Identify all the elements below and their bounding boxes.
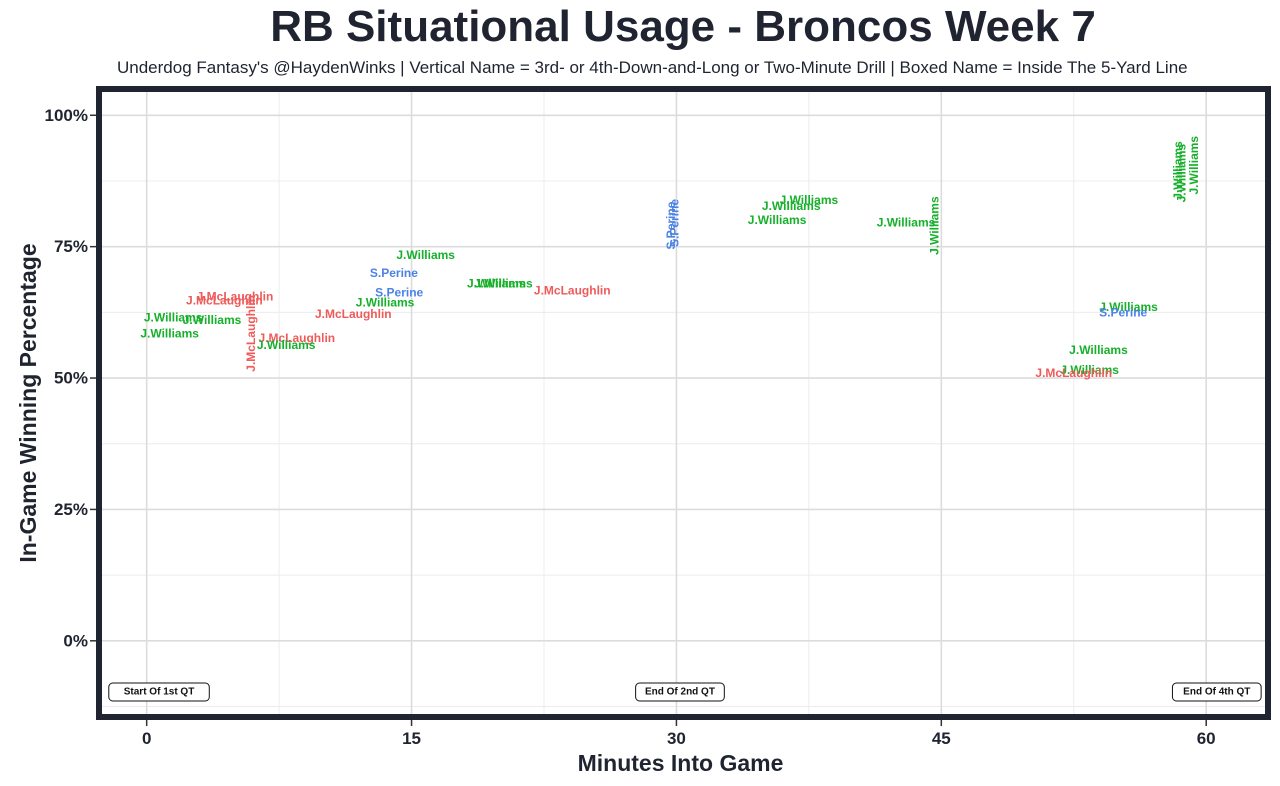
point-label: J.McLaughlin <box>197 290 274 304</box>
point-label: J.McLaughlin <box>315 307 392 321</box>
point-label: J.Williams <box>144 311 203 325</box>
x-tick-label: 45 <box>932 729 951 748</box>
quarter-marker: Start Of 1st QT <box>108 682 210 702</box>
point-label: J.McLaughlin <box>1035 366 1112 380</box>
quarter-markers: Start Of 1st QT End Of 2nd QT End Of 4th Q… <box>108 682 1262 702</box>
plot-frame <box>96 86 1271 720</box>
point-label: J.Williams <box>396 248 455 262</box>
chart-title: RB Situational Usage - Broncos Week 7 <box>270 2 1096 51</box>
quarter-marker-box <box>635 682 725 702</box>
points-layer: J.WilliamsJ.WilliamsJ.WilliamsJ.McLaughl… <box>140 136 1200 380</box>
point-label: J.McLaughlin <box>244 295 258 372</box>
grid-layer <box>99 89 1268 717</box>
quarter-marker-box <box>1171 682 1262 702</box>
point-label: J.Williams <box>356 295 415 309</box>
point-label: J.Williams <box>1060 363 1119 377</box>
point-label: S.Perine <box>370 266 418 280</box>
x-axis-label: Minutes Into Game <box>578 750 784 776</box>
y-tick-label: 50% <box>54 369 88 388</box>
x-tick-label: 60 <box>1197 729 1216 748</box>
point-label: J.McLaughlin <box>186 293 263 307</box>
point-label: J.Williams <box>927 196 941 255</box>
point-label: J.Williams <box>474 276 533 290</box>
point-label: S.Perine <box>1099 305 1147 319</box>
point-label: J.Williams <box>257 338 316 352</box>
point-label: J.Williams <box>467 276 526 290</box>
quarter-marker: End Of 2nd QT <box>635 682 725 702</box>
point-label: J.Williams <box>1069 343 1128 357</box>
point-label: J.McLaughlin <box>534 283 611 297</box>
quarter-marker-box <box>108 682 210 702</box>
point-label: S.Perine <box>375 285 423 299</box>
y-axis-ticks: 0% 25% 50% 75% 100% <box>45 106 96 650</box>
point-label: S.Perine <box>664 201 678 249</box>
point-label: J.Williams <box>762 199 821 213</box>
chart-subtitle: Underdog Fantasy's @HaydenWinks | Vertic… <box>117 58 1188 77</box>
x-axis-ticks: 0 15 30 45 60 <box>142 720 1216 748</box>
point-label: J.Williams <box>877 215 936 229</box>
point-label: J.McLaughlin <box>258 331 335 345</box>
point-label: J.Williams <box>748 213 807 227</box>
point-label: J.Williams <box>1187 136 1201 195</box>
x-tick-label: 30 <box>667 729 686 748</box>
point-label: J.Williams <box>140 326 199 340</box>
quarter-marker-label: End Of 2nd QT <box>645 687 715 698</box>
x-tick-label: 0 <box>142 729 151 748</box>
y-tick-label: 0% <box>63 631 88 650</box>
y-tick-label: 100% <box>45 106 88 125</box>
quarter-marker-label: End Of 4th QT <box>1183 687 1250 698</box>
point-label: J.Williams <box>1174 143 1188 202</box>
point-label: S.Perine <box>668 199 682 247</box>
point-label: J.Williams <box>1099 300 1158 314</box>
quarter-marker: End Of 4th QT <box>1171 682 1262 702</box>
y-tick-label: 25% <box>54 500 88 519</box>
point-label: J.Williams <box>780 193 839 207</box>
point-label: J.Williams <box>183 313 242 327</box>
x-tick-label: 15 <box>402 729 421 748</box>
y-axis-label: In-Game Winning Percentage <box>15 243 41 562</box>
point-label: J.Williams <box>1171 141 1185 200</box>
y-tick-label: 75% <box>54 237 88 256</box>
quarter-marker-label: Start Of 1st QT <box>124 687 195 698</box>
